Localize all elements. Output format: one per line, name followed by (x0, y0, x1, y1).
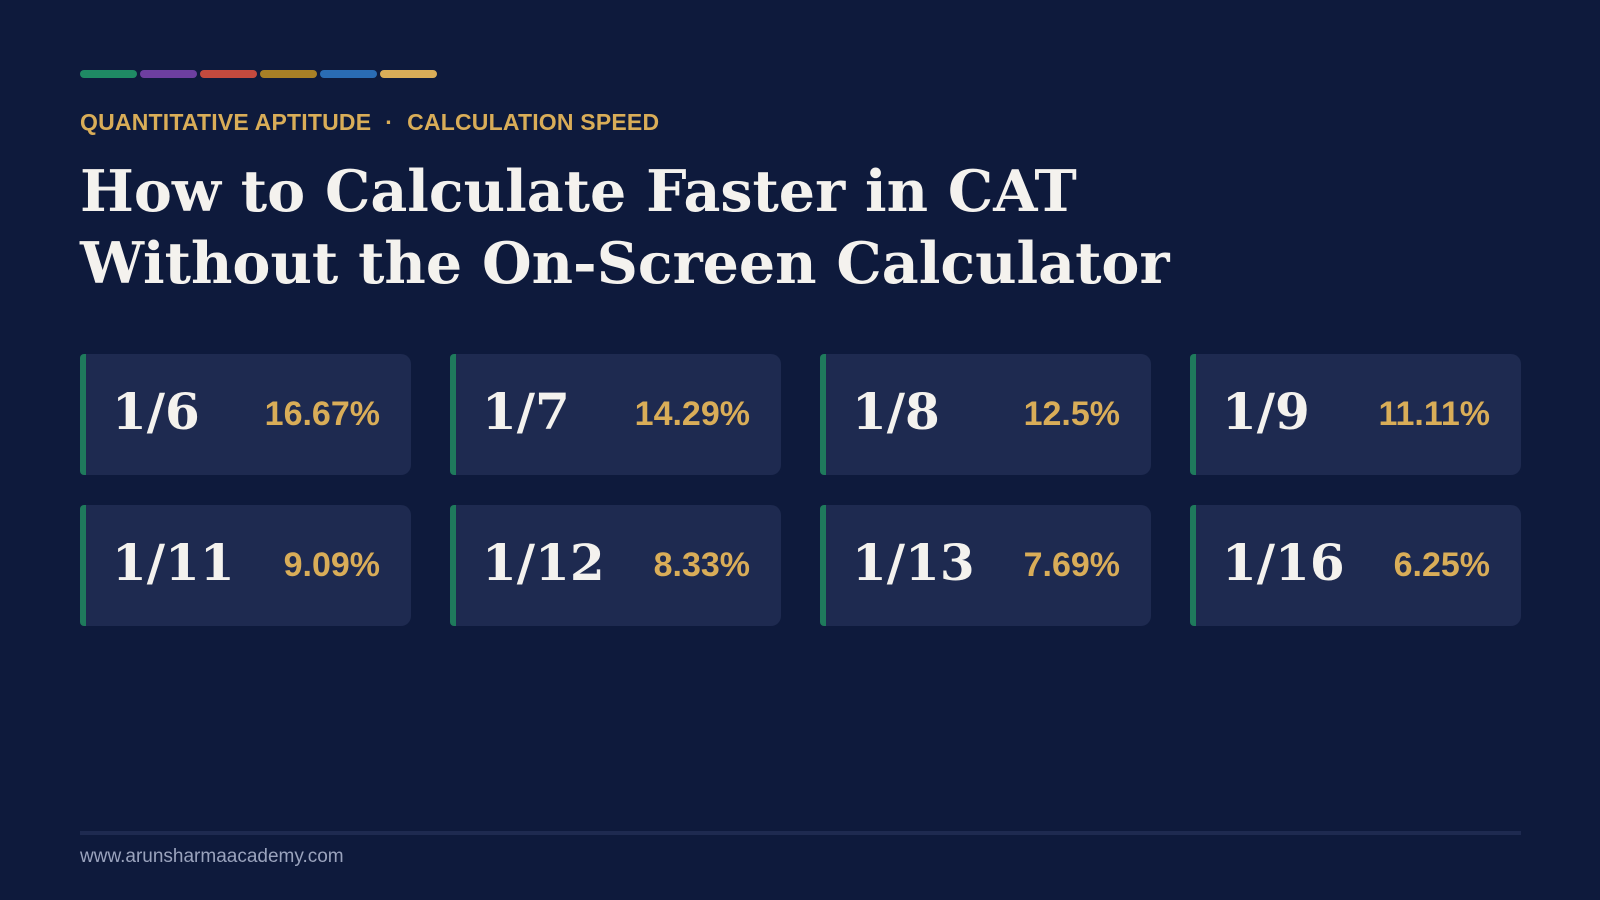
fraction-value: 1/8 (852, 382, 940, 441)
topic-label: CALCULATION SPEED (407, 109, 660, 135)
fraction-card: 1/9 11.11% (1190, 354, 1521, 475)
fraction-card: 1/11 9.09% (80, 505, 411, 626)
separator-dot: · (385, 109, 394, 135)
accent-segment (80, 70, 137, 78)
fraction-value: 1/11 (112, 533, 235, 592)
percent-value: 9.09% (283, 546, 380, 584)
percent-value: 11.11% (1378, 395, 1490, 433)
fraction-card: 1/13 7.69% (820, 505, 1151, 626)
title-line-2: Without the On-Screen Calculator (80, 230, 1170, 297)
color-accent-bar (80, 70, 437, 78)
fraction-card: 1/12 8.33% (450, 505, 781, 626)
fraction-card: 1/7 14.29% (450, 354, 781, 475)
percent-value: 14.29% (634, 395, 750, 433)
footer-url: www.arunsharmaacademy.com (80, 846, 344, 867)
fraction-card: 1/8 12.5% (820, 354, 1151, 475)
percent-value: 8.33% (653, 546, 750, 584)
accent-segment (200, 70, 257, 78)
accent-segment (320, 70, 377, 78)
footer-divider (80, 831, 1521, 835)
subject-label: QUANTITATIVE APTITUDE (80, 109, 372, 135)
fraction-value: 1/16 (1222, 533, 1345, 592)
eyebrow-label: QUANTITATIVE APTITUDE · CALCULATION SPEED (80, 109, 659, 136)
fraction-value: 1/7 (482, 382, 570, 441)
fraction-card: 1/16 6.25% (1190, 505, 1521, 626)
fraction-value: 1/9 (1222, 382, 1310, 441)
title-line-1: How to Calculate Faster in CAT (80, 158, 1077, 225)
percent-value: 12.5% (1023, 395, 1120, 433)
fraction-value: 1/13 (852, 533, 975, 592)
percent-value: 6.25% (1393, 546, 1490, 584)
fraction-grid: 1/6 16.67% 1/7 14.29% 1/8 12.5% 1/9 11.1… (80, 354, 1521, 626)
fraction-value: 1/6 (112, 382, 200, 441)
accent-segment (140, 70, 197, 78)
accent-segment (380, 70, 437, 78)
percent-value: 16.67% (264, 395, 380, 433)
fraction-card: 1/6 16.67% (80, 354, 411, 475)
fraction-value: 1/12 (482, 533, 605, 592)
accent-segment (260, 70, 317, 78)
percent-value: 7.69% (1023, 546, 1120, 584)
page-title: How to Calculate Faster in CAT Without t… (80, 156, 1170, 300)
